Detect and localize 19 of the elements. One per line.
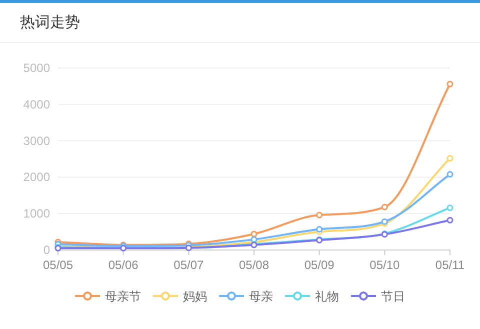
y-tick-label: 5000 <box>23 61 50 75</box>
legend-label: 礼物 <box>315 290 339 304</box>
x-tick-label: 05/05 <box>42 258 74 272</box>
y-tick-label: 1000 <box>23 206 50 221</box>
legend-label: 母亲节 <box>105 290 141 304</box>
x-tick-label: 05/10 <box>370 258 400 272</box>
y-tick-label: 0 <box>43 243 50 257</box>
y-tick-label: 4000 <box>23 97 50 112</box>
x-tick-label: 05/06 <box>108 258 139 272</box>
y-tick-label: 2000 <box>23 170 50 184</box>
y-tick-label: 3000 <box>23 134 50 148</box>
x-tick-label: 05/09 <box>304 258 335 272</box>
legend-label: 妈妈 <box>183 290 207 304</box>
x-tick-label: 05/07 <box>174 258 204 272</box>
x-tick-label: 05/11 <box>435 258 465 272</box>
legend-label: 节日 <box>381 290 405 304</box>
x-tick-label: 05/08 <box>238 258 270 272</box>
chart-title: 热词走势 <box>20 14 80 31</box>
legend-label: 母亲 <box>249 290 273 304</box>
